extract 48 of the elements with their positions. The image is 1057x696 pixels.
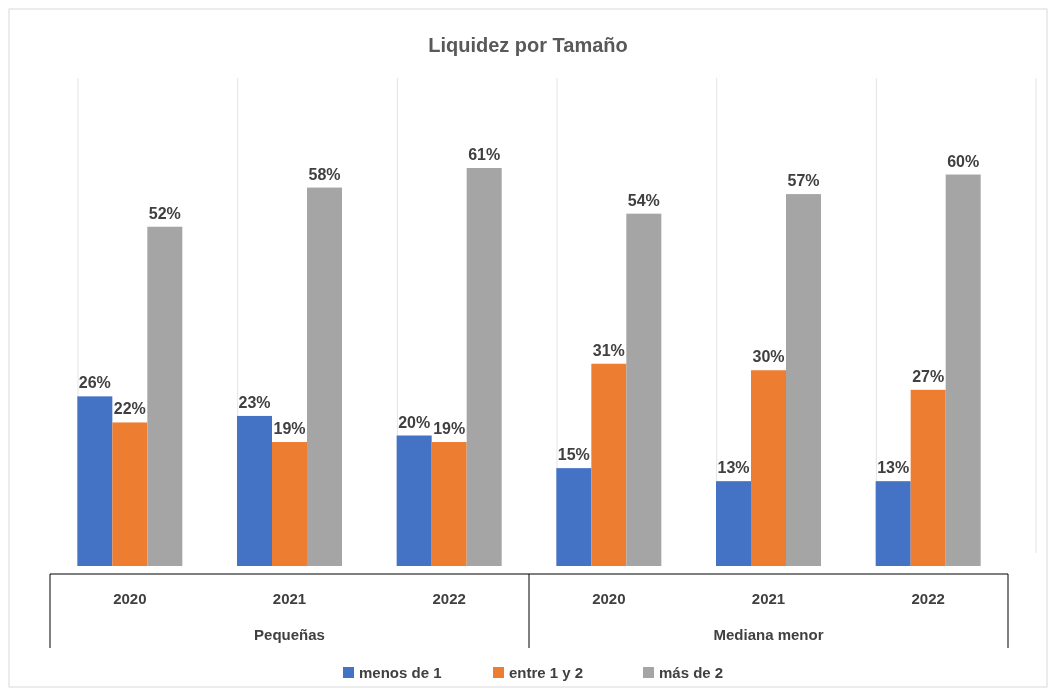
data-label: 13% [877, 459, 910, 477]
text: Mediana menor [713, 626, 824, 643]
bar [77, 396, 113, 566]
data-label: 20% [398, 413, 431, 431]
chart-title: Liquidez por Tamaño [428, 34, 628, 56]
bar [272, 442, 307, 566]
bar [307, 187, 342, 566]
data-label: 22% [113, 400, 146, 418]
data-label: 27% [912, 367, 945, 385]
x-tick-label: 2022 [911, 590, 945, 607]
x-tick-label: 2020 [592, 590, 626, 607]
data-label: 19% [433, 420, 466, 438]
bar [875, 481, 911, 566]
x-tick-label: 2021 [272, 590, 307, 607]
bar [556, 468, 592, 566]
data-label: 13% [717, 459, 750, 477]
data-label: 30% [752, 348, 785, 366]
data-label: 31% [592, 341, 625, 359]
bar [396, 435, 432, 566]
bar [237, 415, 272, 566]
legend-label: menos de 1 [359, 664, 442, 681]
data-label: 58% [308, 165, 341, 183]
data-label: 54% [627, 191, 660, 209]
bar [716, 481, 751, 566]
legend-label: entre 1 y 2 [509, 664, 584, 681]
data-label: 26% [78, 374, 111, 392]
text: Pequeñas [254, 626, 325, 643]
bar [626, 213, 662, 566]
bar [112, 422, 148, 566]
data-label: 15% [557, 446, 590, 464]
data-label: 52% [148, 204, 181, 222]
bar [591, 363, 627, 566]
data-label: 23% [238, 393, 271, 411]
bar [431, 442, 467, 566]
bar [751, 370, 786, 566]
bar [786, 194, 821, 566]
bar [945, 174, 981, 566]
data-label: 57% [787, 172, 820, 190]
data-label: 60% [947, 152, 980, 170]
x-tick-label: 2022 [432, 590, 466, 607]
legend-label: más de 2 [659, 664, 724, 681]
bar [910, 389, 946, 566]
bar [466, 168, 502, 566]
x-tick-label: 2020 [113, 590, 147, 607]
bar [147, 226, 183, 566]
x-tick-label: 2021 [751, 590, 786, 607]
data-label: 19% [273, 420, 306, 438]
data-label: 61% [468, 146, 501, 163]
